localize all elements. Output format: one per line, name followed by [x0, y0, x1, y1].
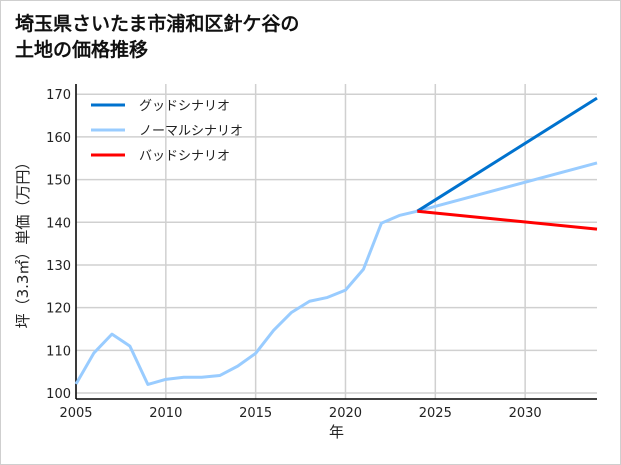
x-tick-label: 2025: [419, 406, 452, 421]
chart-title-line-2: 土地の価格推移: [15, 39, 149, 61]
y-tick-label: 170: [46, 88, 71, 103]
x-tick-label: 2030: [509, 406, 542, 421]
chart-title-line-1: 埼玉県さいたま市浦和区針ケ谷の: [15, 13, 300, 35]
y-axis-label: 坪（3.3㎡）単価（万円）: [14, 155, 32, 329]
chart-title: 埼玉県さいたま市浦和区針ケ谷の 土地の価格推移: [15, 11, 299, 63]
x-tick-label: 2010: [149, 406, 182, 421]
y-tick-label: 110: [46, 344, 71, 359]
legend-label: ノーマルシナリオ: [139, 124, 243, 139]
y-tick-label: 120: [46, 302, 71, 317]
series-line-0: [416, 96, 598, 213]
series-line-1: [74, 161, 598, 386]
x-tick-label: 2020: [329, 406, 362, 421]
x-tick-label: 2005: [59, 406, 92, 421]
legend-label: バッドシナリオ: [139, 149, 230, 164]
y-tick-label: 160: [46, 131, 71, 146]
y-tick-label: 150: [46, 174, 71, 189]
y-tick-label: 130: [46, 259, 71, 274]
x-axis-label: 年: [329, 423, 344, 441]
y-tick-label: 100: [46, 387, 71, 402]
series-line-2: [417, 209, 598, 231]
y-tick-label: 140: [46, 216, 71, 231]
legend-label: グッドシナリオ: [139, 99, 230, 114]
x-tick-label: 2015: [239, 406, 272, 421]
